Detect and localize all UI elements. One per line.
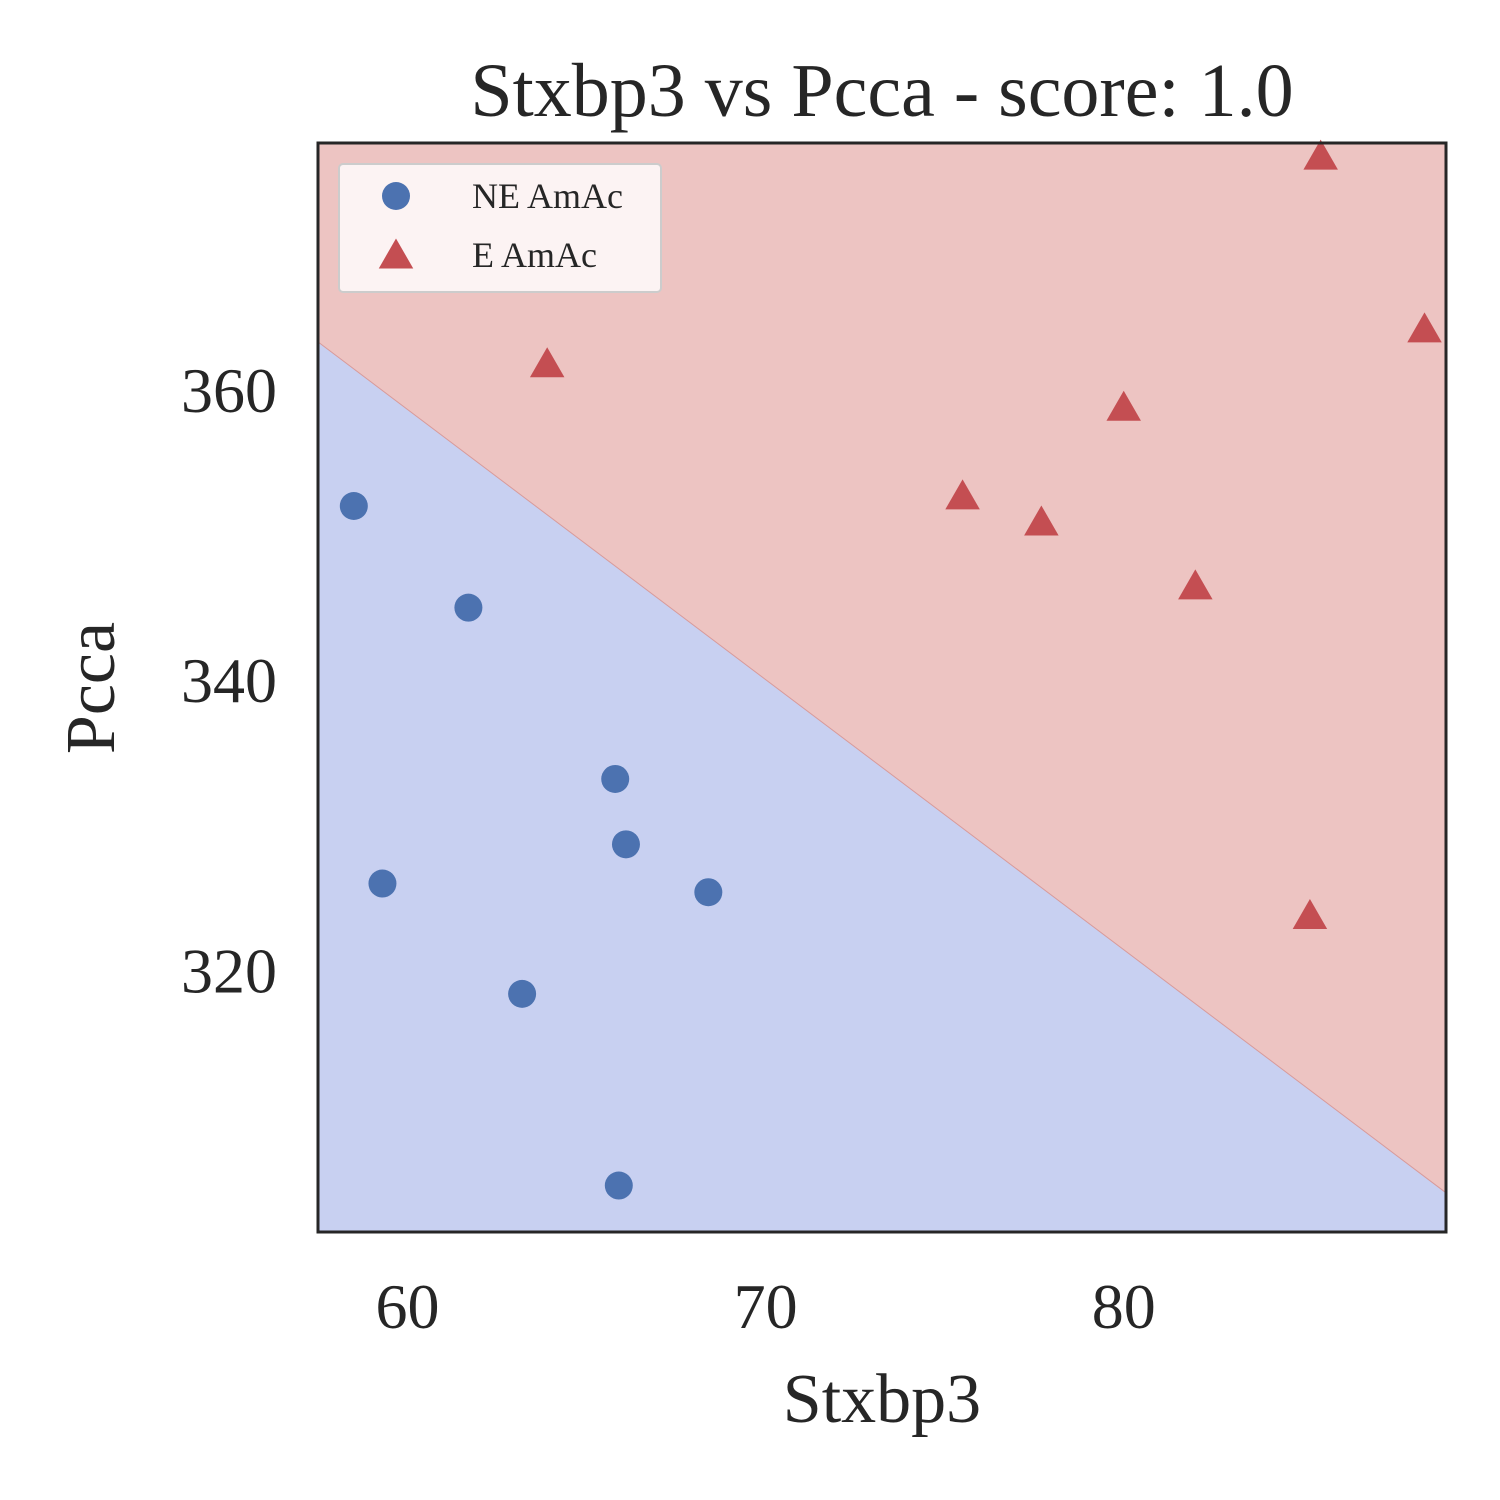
point-ne-amac [611,830,640,859]
y-tick-label: 360 [181,355,277,426]
point-e-amac [945,479,980,510]
point-e-amac [1407,312,1442,343]
y-tick-label: 320 [181,936,277,1007]
x-tick-label: 80 [1092,1271,1156,1342]
y-tick-label: 340 [181,645,277,716]
legend-marker-circle [382,182,410,210]
y-axis-ticks: 320 340 360 [181,355,277,1007]
region-ne-amac [318,341,1446,1232]
series-ne-amac [339,492,723,1200]
point-e-amac [1178,569,1213,600]
legend: NE AmAc E AmAc [338,163,662,293]
point-e-amac [1024,505,1059,536]
point-e-amac [529,347,565,378]
region-e-amac [318,143,1446,1193]
decision-regions [318,143,1446,1232]
legend-box [338,163,662,293]
legend-label: NE AmAc [472,176,623,216]
legend-label: E AmAc [472,235,597,275]
plot-frame [316,141,1448,1234]
x-tick-label: 60 [376,1271,440,1342]
point-e-amac [1106,390,1141,421]
point-e-amac [1292,898,1328,929]
series-e-amac [529,139,1442,929]
x-axis-ticks: 60 70 80 [376,1271,1156,1342]
x-tick-label: 70 [734,1271,798,1342]
legend-marker-triangle [378,238,414,269]
point-ne-amac [508,979,537,1008]
point-ne-amac [604,1171,633,1200]
x-axis-label: Stxbp3 [783,1361,981,1438]
point-ne-amac [694,878,723,907]
y-axis-label: Pcca [53,622,130,754]
chart-title: Stxbp3 vs Pcca - score: 1.0 [470,49,1293,133]
decision-boundary [318,341,1446,1194]
point-ne-amac [601,764,630,793]
point-ne-amac [454,593,483,622]
point-e-amac [1303,139,1338,170]
point-ne-amac [368,869,397,898]
plot-area [316,139,1448,1234]
point-ne-amac [339,492,368,520]
